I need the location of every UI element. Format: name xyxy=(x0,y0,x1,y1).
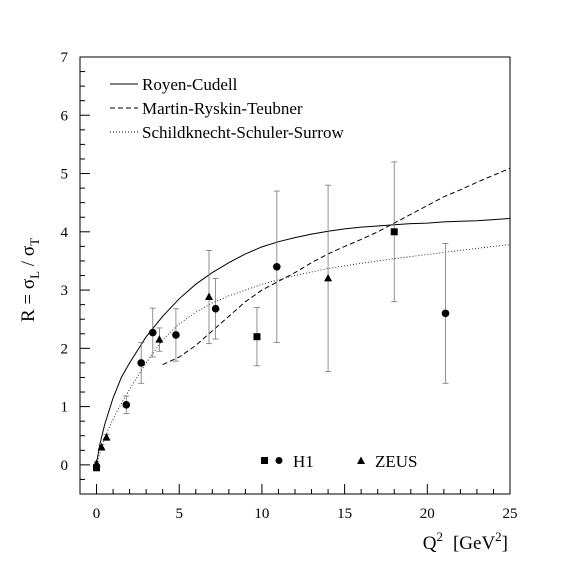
y-tick-label: 6 xyxy=(61,108,69,124)
legend-marker-circle xyxy=(275,457,283,464)
legend-curves: Royen-Cudell Martin-Ryskin-Teubner Schil… xyxy=(110,75,344,142)
h1-circle-point xyxy=(441,309,450,318)
error-bars-layer xyxy=(93,161,449,470)
h1-square-point xyxy=(253,333,261,341)
legend-label-zeus: ZEUS xyxy=(375,452,418,471)
zeus-triangle-point xyxy=(92,459,101,467)
x-tick-label: 15 xyxy=(337,506,352,522)
x-axis-title-main: Q xyxy=(423,533,437,554)
curve-martin-ryskin-teubner xyxy=(162,167,511,366)
h1-circle-point xyxy=(137,359,145,367)
x-axis-title: Q2 [GeV2] xyxy=(423,529,508,554)
y-tick-label: 5 xyxy=(61,167,69,183)
legend-label-royen-cudell: Royen-Cudell xyxy=(142,75,238,94)
x-axis-title-unit-sup: 2 xyxy=(495,529,502,544)
x-axis-title-sup: 2 xyxy=(436,529,443,544)
x-tick-label: 5 xyxy=(175,506,183,522)
y-tick-label: 0 xyxy=(61,458,69,474)
h1-square-point xyxy=(390,228,398,236)
h1-circle-point xyxy=(211,304,220,313)
h1-circle-point xyxy=(122,401,131,409)
legend-marker-triangle xyxy=(357,456,365,464)
x-axis-title-unit-close: ] xyxy=(502,533,508,554)
x-tick-label: 20 xyxy=(420,506,435,522)
zeus-triangle-point xyxy=(205,292,213,301)
markers-layer xyxy=(92,228,450,472)
y-tick-label: 1 xyxy=(61,400,69,416)
h1-square-point xyxy=(93,464,101,472)
zeus-triangle-point xyxy=(155,335,164,343)
y-tick-label: 7 xyxy=(61,50,69,66)
h1-circle-point xyxy=(148,328,157,337)
y-axis-title: R = σL / σT xyxy=(18,238,42,322)
x-tick-label: 0 xyxy=(93,506,101,522)
zeus-triangle-point xyxy=(102,432,111,441)
legend-label-h1: H1 xyxy=(293,452,314,471)
legend-label-martin-ryskin-teubner: Martin-Ryskin-Teubner xyxy=(142,99,303,118)
h1-circle-point xyxy=(172,331,180,339)
y-tick-label: 2 xyxy=(61,341,69,357)
zeus-triangle-point xyxy=(97,442,106,451)
x-axis-title-unit: [GeV xyxy=(453,533,495,554)
y-tick-label: 4 xyxy=(61,225,69,241)
ticks-layer: 0 5 10 15 20 25 0 1 2 3 4 5 6 7 xyxy=(61,50,518,522)
zeus-triangle-point xyxy=(324,273,333,282)
curves-layer xyxy=(96,167,511,466)
y-axis-title-sub2: T xyxy=(27,238,42,246)
y-axis-title-prefix: R = σ xyxy=(18,279,39,322)
legend-points: H1 ZEUS xyxy=(261,452,418,471)
curve-schildknecht-schuler-surrow xyxy=(96,244,511,466)
y-axis-title-mid: / σ xyxy=(18,246,39,271)
x-tick-label: 25 xyxy=(503,506,518,522)
y-tick-label: 3 xyxy=(61,283,69,299)
h1-circle-point xyxy=(273,262,281,271)
legend-marker-square xyxy=(261,457,268,464)
legend-label-schildknecht-schuler-surrow: Schildknecht-Schuler-Surrow xyxy=(142,123,344,142)
x-tick-label: 10 xyxy=(254,506,269,522)
y-axis-title-sub1: L xyxy=(27,271,42,279)
curve-royen-cudell xyxy=(96,217,511,464)
